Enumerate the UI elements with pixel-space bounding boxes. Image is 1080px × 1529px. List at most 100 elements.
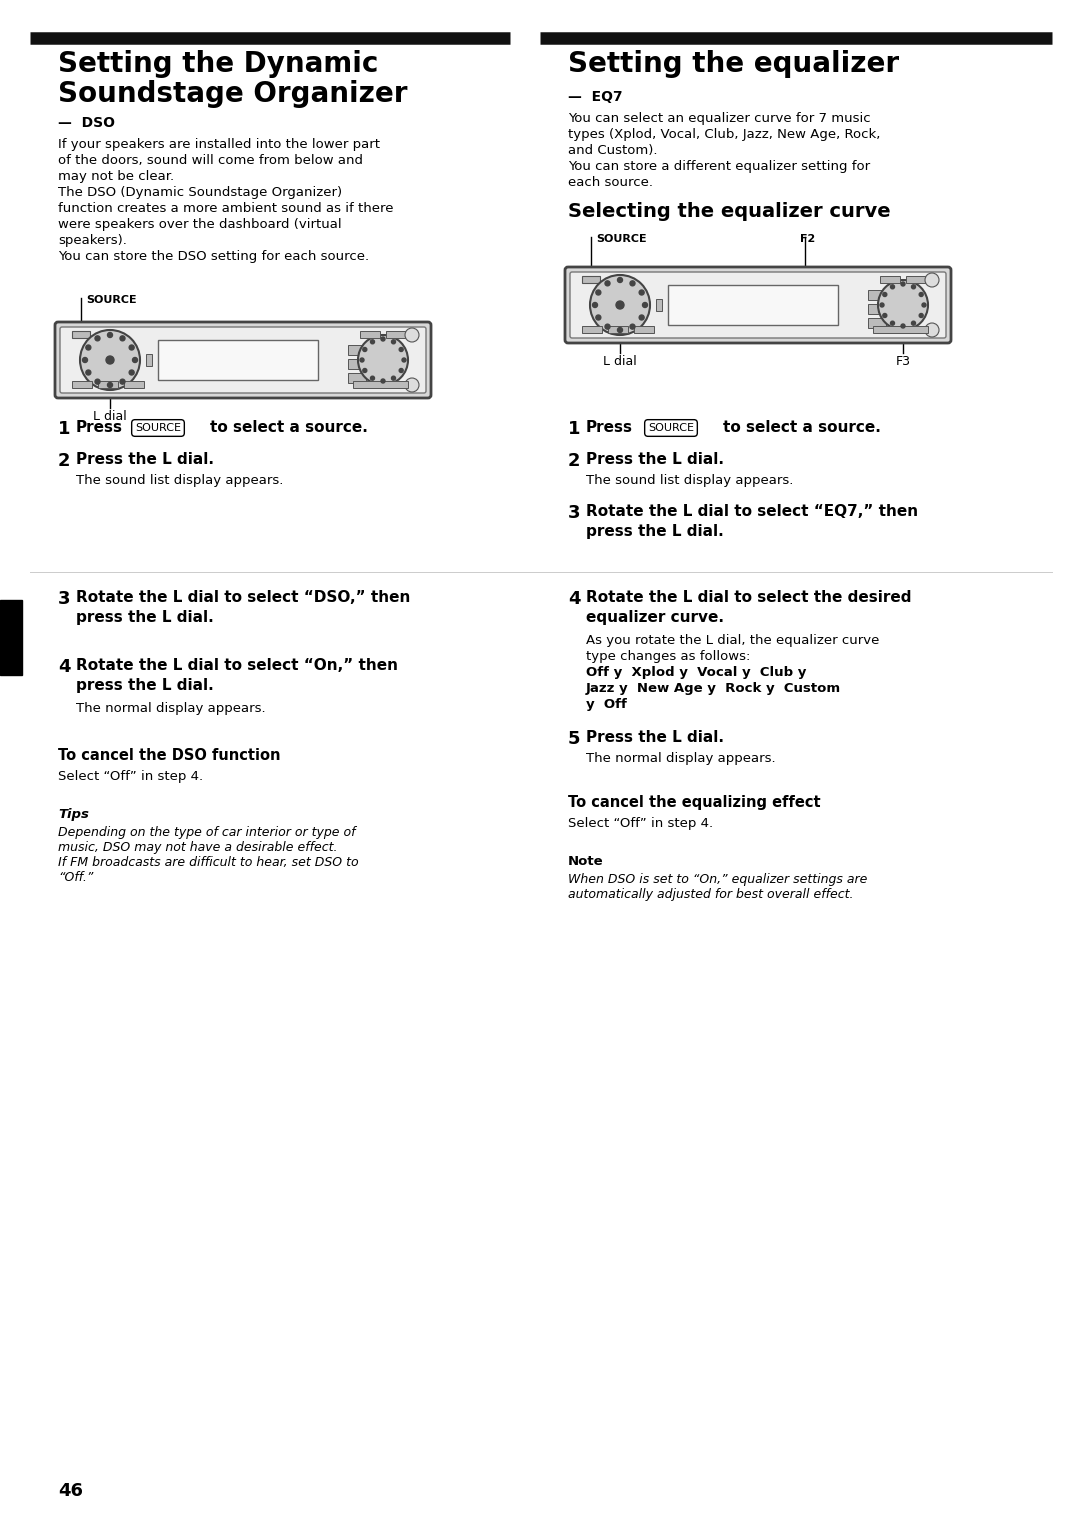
Text: Rotate the L dial to select “DSO,” then: Rotate the L dial to select “DSO,” then <box>76 590 410 605</box>
Circle shape <box>108 382 112 387</box>
Circle shape <box>919 292 923 297</box>
Circle shape <box>882 313 887 318</box>
Text: Setting the Dynamic: Setting the Dynamic <box>58 50 378 78</box>
Text: Press the L dial.: Press the L dial. <box>586 453 724 466</box>
FancyBboxPatch shape <box>60 327 426 393</box>
Circle shape <box>120 379 125 384</box>
Text: to select a source.: to select a source. <box>723 420 881 434</box>
Text: Rotate the L dial to select “On,” then: Rotate the L dial to select “On,” then <box>76 657 399 673</box>
Circle shape <box>880 303 885 307</box>
Bar <box>124 381 144 388</box>
Text: 4: 4 <box>568 590 581 609</box>
Bar <box>868 291 886 300</box>
Circle shape <box>370 376 375 381</box>
Circle shape <box>85 370 91 375</box>
Bar <box>146 355 152 365</box>
Circle shape <box>85 346 91 350</box>
Text: To cancel the equalizing effect: To cancel the equalizing effect <box>568 795 821 810</box>
Text: function creates a more ambient sound as if there: function creates a more ambient sound as… <box>58 202 393 216</box>
Circle shape <box>381 336 384 341</box>
Circle shape <box>405 378 419 391</box>
Text: 2: 2 <box>568 453 581 469</box>
Text: The sound list display appears.: The sound list display appears. <box>76 474 283 488</box>
Circle shape <box>360 358 364 362</box>
Circle shape <box>108 332 112 338</box>
Text: You can store a different equalizer setting for: You can store a different equalizer sett… <box>568 161 870 173</box>
Circle shape <box>363 347 367 352</box>
Circle shape <box>596 291 600 295</box>
Text: and Custom).: and Custom). <box>568 144 658 157</box>
Circle shape <box>901 324 905 329</box>
Circle shape <box>130 346 134 350</box>
Circle shape <box>912 321 916 326</box>
Bar <box>669 284 838 326</box>
Circle shape <box>400 347 403 352</box>
Text: press the L dial.: press the L dial. <box>76 677 214 693</box>
Circle shape <box>878 280 928 330</box>
Circle shape <box>639 291 644 295</box>
Circle shape <box>357 335 408 385</box>
Text: Off y  Xplod y  Vocal y  Club y: Off y Xplod y Vocal y Club y <box>586 667 807 679</box>
Bar <box>880 277 900 283</box>
Circle shape <box>919 313 923 318</box>
Circle shape <box>924 274 939 287</box>
Text: 46: 46 <box>58 1482 83 1500</box>
Bar <box>158 339 318 381</box>
Text: Select “Off” in step 4.: Select “Off” in step 4. <box>58 771 203 783</box>
Text: Press: Press <box>586 420 633 434</box>
Text: Select “Off” in step 4.: Select “Off” in step 4. <box>568 816 713 830</box>
Text: each source.: each source. <box>568 176 653 190</box>
Text: to select a source.: to select a source. <box>210 420 368 434</box>
Circle shape <box>901 281 905 286</box>
Text: music, DSO may not have a desirable effect.: music, DSO may not have a desirable effe… <box>58 841 337 855</box>
Circle shape <box>639 315 644 320</box>
Bar <box>582 326 602 333</box>
Text: equalizer curve.: equalizer curve. <box>586 610 724 625</box>
Text: Tips: Tips <box>58 807 89 821</box>
Circle shape <box>95 379 100 384</box>
Bar <box>906 277 926 283</box>
Text: SOURCE: SOURCE <box>135 424 181 433</box>
Text: —  EQ7: — EQ7 <box>568 90 623 104</box>
Circle shape <box>106 356 114 364</box>
Bar <box>873 326 928 333</box>
Text: Press the L dial.: Press the L dial. <box>76 453 214 466</box>
Text: F2: F2 <box>800 234 815 245</box>
Bar <box>634 326 654 333</box>
Bar <box>582 277 600 283</box>
Circle shape <box>605 281 610 286</box>
Bar <box>386 330 406 338</box>
Text: The normal display appears.: The normal display appears. <box>76 702 266 716</box>
Text: 1: 1 <box>58 420 70 437</box>
Circle shape <box>391 376 395 381</box>
Text: 3: 3 <box>568 505 581 521</box>
Circle shape <box>605 324 610 329</box>
Bar <box>348 359 366 368</box>
Text: Soundstage Organizer: Soundstage Organizer <box>58 80 407 109</box>
Bar <box>98 381 118 388</box>
Circle shape <box>630 324 635 329</box>
Circle shape <box>120 336 125 341</box>
Text: were speakers over the dashboard (virtual: were speakers over the dashboard (virtua… <box>58 219 341 231</box>
Text: Press: Press <box>76 420 123 434</box>
Circle shape <box>618 277 622 283</box>
Text: press the L dial.: press the L dial. <box>586 524 724 540</box>
Circle shape <box>912 284 916 289</box>
Circle shape <box>593 303 597 307</box>
Bar <box>868 304 886 313</box>
Text: may not be clear.: may not be clear. <box>58 170 174 183</box>
Circle shape <box>891 321 894 326</box>
Circle shape <box>402 358 406 362</box>
Text: speakers).: speakers). <box>58 234 126 248</box>
Text: press the L dial.: press the L dial. <box>76 610 214 625</box>
Bar <box>348 373 366 382</box>
Text: F3: F3 <box>895 355 910 368</box>
Text: “Off.”: “Off.” <box>58 872 93 884</box>
Circle shape <box>130 370 134 375</box>
Text: of the doors, sound will come from below and: of the doors, sound will come from below… <box>58 154 363 167</box>
Text: You can select an equalizer curve for 7 music: You can select an equalizer curve for 7 … <box>568 112 870 125</box>
FancyBboxPatch shape <box>570 272 946 338</box>
Circle shape <box>922 303 926 307</box>
Text: L dial: L dial <box>603 355 637 368</box>
Text: The normal display appears.: The normal display appears. <box>586 752 775 764</box>
